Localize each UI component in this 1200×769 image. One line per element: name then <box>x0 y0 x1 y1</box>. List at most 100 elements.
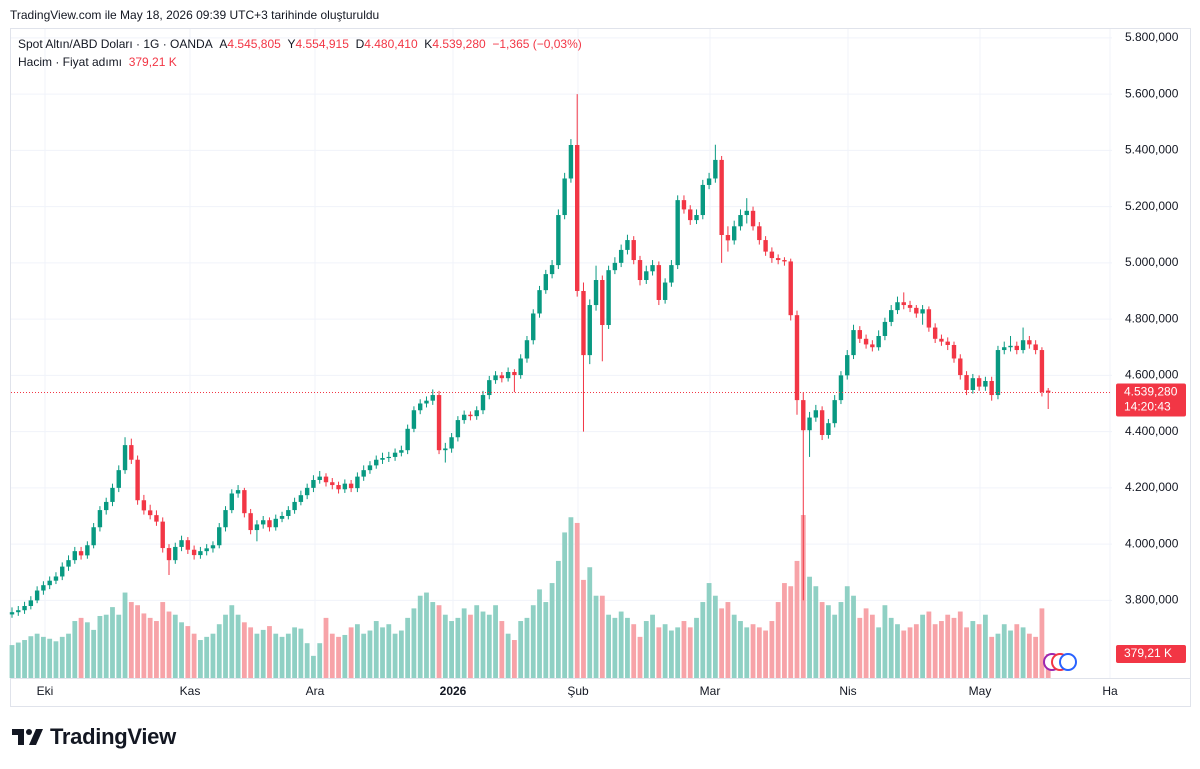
volume-bar <box>725 602 731 678</box>
volume-bar <box>775 602 781 678</box>
candle-body <box>763 240 768 252</box>
candle-body <box>223 510 228 528</box>
candle-body <box>66 560 71 567</box>
candle-body <box>939 338 944 342</box>
volume-bar <box>694 617 699 678</box>
candle-body <box>28 600 34 606</box>
candle-body <box>191 549 197 556</box>
candle-body <box>22 605 27 611</box>
candle-body <box>217 527 222 546</box>
volume-bar <box>844 586 850 678</box>
last-price-label: 4.539,280 <box>1124 385 1178 399</box>
candle-body <box>418 403 423 411</box>
volume-bar <box>147 617 153 678</box>
candle-body <box>669 265 674 283</box>
candle-body <box>644 271 649 281</box>
volume-bar <box>945 614 951 678</box>
candle-body <box>424 400 429 404</box>
candle-body <box>166 548 172 561</box>
volume-bar <box>895 624 900 678</box>
volume-bar <box>524 617 530 678</box>
candle-body <box>323 476 329 483</box>
candle-body <box>348 483 354 489</box>
volume-bar <box>91 629 97 678</box>
volume-bar <box>983 614 988 678</box>
volume-bar <box>995 633 1001 678</box>
candle-body <box>204 548 209 552</box>
candle-body <box>870 344 875 348</box>
volume-bar <box>135 605 140 678</box>
candle-body <box>298 495 304 502</box>
volume-bar <box>84 622 90 678</box>
volume-bar <box>826 605 831 678</box>
candle-body <box>926 309 932 328</box>
candle-body <box>78 551 84 556</box>
volume-bar <box>719 608 725 678</box>
volume-bar <box>581 579 586 678</box>
volume-bar <box>128 602 134 678</box>
volume-bar <box>662 624 668 678</box>
volume-bar <box>989 636 995 678</box>
volume-bar <box>851 595 856 678</box>
candle-body <box>920 309 925 314</box>
volume-bar <box>411 608 417 678</box>
volume-bar <box>769 621 775 678</box>
candle-body <box>160 521 165 549</box>
candle-body <box>254 524 260 531</box>
x-tick-label: May <box>969 684 992 698</box>
candle-body <box>9 612 15 615</box>
candle-body <box>662 282 668 300</box>
volume-bar <box>405 617 411 678</box>
volume-bar <box>499 621 505 678</box>
volume-bar <box>926 611 932 678</box>
volume-bar <box>9 645 15 678</box>
candle-body <box>983 380 988 387</box>
candle-body <box>474 410 479 417</box>
volume-bar <box>323 617 329 678</box>
candle-body <box>1020 340 1026 351</box>
candle-body <box>694 215 699 221</box>
candle-body <box>732 226 737 241</box>
candle-body <box>801 400 806 431</box>
candle-body <box>826 423 831 435</box>
countdown-label: 14:20:43 <box>1124 400 1171 414</box>
volume-bar <box>932 624 938 678</box>
candle-body <box>688 209 693 221</box>
candle-body <box>713 159 718 179</box>
open-letter: A <box>219 37 228 51</box>
close-letter: K <box>424 37 433 51</box>
volume-bar <box>373 621 379 678</box>
candle-body <box>876 335 881 348</box>
volume-bar <box>97 615 103 678</box>
candle-body <box>675 200 680 266</box>
candle-body <box>744 210 749 216</box>
volume-bar <box>204 636 210 678</box>
candle-body <box>248 513 253 531</box>
last-price-box <box>1116 383 1186 417</box>
candle-body <box>989 380 994 396</box>
candle-body <box>53 576 59 581</box>
candle-body <box>60 566 65 577</box>
volume-bar <box>807 576 812 678</box>
volume-bar <box>424 592 429 678</box>
volume-bar <box>191 633 197 678</box>
volume-bar <box>355 624 360 678</box>
candle-body <box>279 515 285 519</box>
volume-bar <box>951 617 957 678</box>
y-tick-label: 4.200,000 <box>1125 480 1179 494</box>
volume-bar <box>348 627 354 678</box>
volume-bar <box>285 633 291 678</box>
candle-body <box>914 307 919 314</box>
volume-bar <box>241 622 247 678</box>
candle-body <box>656 265 662 300</box>
candle-layer <box>9 94 1051 618</box>
candle-body <box>882 321 888 336</box>
candle-body <box>832 400 837 424</box>
candle-body <box>154 515 159 522</box>
volume-bar <box>888 617 894 678</box>
volume-bar <box>863 608 869 678</box>
volume-bar <box>1020 627 1026 678</box>
candle-body <box>725 235 731 241</box>
candle-body <box>367 465 373 471</box>
volume-bar <box>794 560 800 678</box>
